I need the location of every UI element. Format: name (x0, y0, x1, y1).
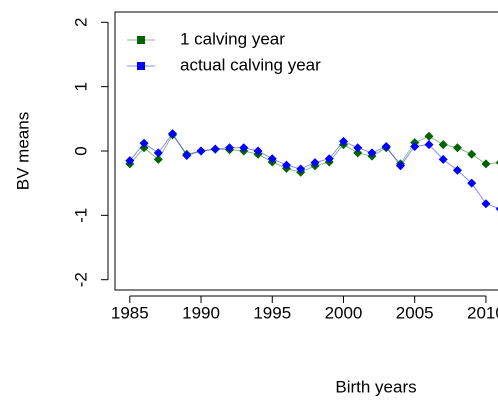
x-tick-label: 1985 (111, 303, 149, 322)
data-point (353, 148, 363, 158)
legend-marker (137, 62, 145, 70)
x-tick-label: 2005 (396, 303, 434, 322)
data-point (310, 158, 320, 168)
data-point (495, 206, 498, 212)
data-point (452, 143, 462, 153)
x-tick-label: 1990 (182, 303, 220, 322)
data-point (182, 151, 192, 161)
data-point (395, 161, 405, 171)
data-point (495, 160, 498, 165)
data-point (125, 156, 135, 166)
x-tick-label: 2010 (467, 303, 498, 322)
data-point (324, 154, 334, 164)
data-point (267, 154, 277, 164)
x-tick-label: 2000 (325, 303, 363, 322)
y-tick-label: 0 (71, 146, 90, 155)
data-point (424, 140, 434, 150)
data-point (367, 148, 377, 158)
data-point (139, 143, 149, 153)
data-point (196, 146, 206, 156)
data-point (296, 164, 306, 174)
data-point (139, 138, 149, 148)
data-point (153, 148, 163, 158)
data-point (239, 143, 249, 153)
data-point (338, 136, 348, 146)
data-point (452, 165, 462, 175)
legend-label: 1 calving year (180, 29, 285, 48)
y-tick-label: 1 (71, 82, 90, 91)
data-point (438, 140, 448, 150)
data-point (467, 149, 477, 159)
data-point (253, 146, 263, 156)
data-point (481, 159, 491, 169)
legend-marker (137, 36, 145, 44)
x-tick-label: 1995 (253, 303, 291, 322)
data-point (282, 160, 292, 170)
y-tick-label: -1 (71, 208, 90, 223)
data-point (424, 131, 434, 141)
data-point (410, 141, 420, 151)
data-point (481, 199, 491, 209)
legend-label: actual calving year (180, 55, 321, 74)
data-point (353, 143, 363, 153)
data-point (153, 154, 163, 164)
data-point (210, 144, 220, 154)
data-point (225, 143, 235, 153)
data-point (168, 129, 178, 139)
data-point (381, 141, 391, 151)
plot-box (114, 11, 498, 291)
data-point (438, 154, 448, 164)
data-point (467, 178, 477, 188)
x-axis-label: Birth years (335, 377, 416, 396)
y-axis-label: BV means (13, 112, 32, 190)
y-tick-label: -2 (71, 272, 90, 287)
y-tick-label: 2 (71, 18, 90, 27)
